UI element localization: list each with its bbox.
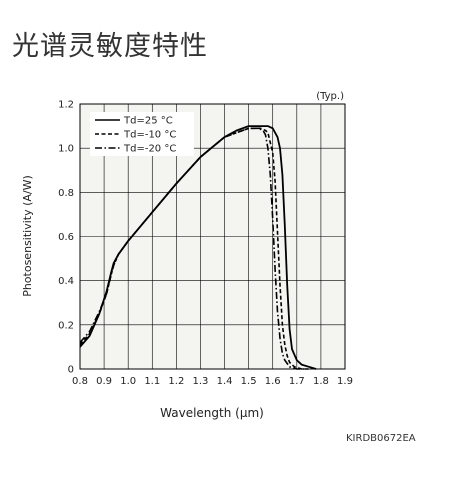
x-tick-labels: 0.8 0.9 1.0 1.1 1.2 1.3 1.4 1.5 1.6 1.7 1.8 1.9 — [72, 376, 353, 387]
x-tick-label: 1.3 — [193, 376, 209, 387]
x-tick-label: 1.2 — [168, 376, 184, 387]
legend-label: Td=-10 °C — [123, 130, 176, 141]
legend: Td=25 °C Td=-10 °C Td=-20 °C — [90, 112, 194, 156]
x-tick-label: 1.8 — [313, 376, 329, 387]
y-axis-label: Photosensitivity (A/W) — [21, 175, 34, 297]
y-tick-labels: 0 0.2 0.4 0.6 0.8 1.0 1.2 — [58, 100, 74, 376]
chart-note: (Typ.) — [316, 91, 344, 102]
x-tick-label: 1.9 — [337, 376, 353, 387]
x-tick-label: 1.5 — [241, 376, 257, 387]
legend-label: Td=25 °C — [123, 116, 173, 127]
y-tick-label: 0.8 — [58, 188, 74, 199]
series-group — [79, 125, 317, 370]
y-tick-label: 0.6 — [58, 232, 74, 243]
x-tick-label: 1.4 — [217, 376, 233, 387]
legend-label: Td=-20 °C — [123, 144, 176, 155]
x-tick-label: 1.6 — [265, 376, 281, 387]
y-tick-label: 1.2 — [58, 100, 74, 111]
y-tick-label: 0 — [68, 365, 74, 376]
y-tick-label: 0.4 — [58, 276, 74, 287]
plot-frame — [79, 103, 346, 370]
y-tick-label: 0.2 — [58, 320, 74, 331]
y-tick-label: 1.0 — [58, 144, 74, 155]
figure-code: KIRDB0672EA — [346, 433, 416, 444]
x-tick-label: 1.0 — [120, 376, 136, 387]
series-line-3 — [79, 127, 304, 370]
x-tick-label: 1.1 — [144, 376, 160, 387]
x-tick-label: 0.8 — [72, 376, 88, 387]
x-tick-label: 0.9 — [96, 376, 112, 387]
page-title: 光谱灵敏度特性 — [12, 31, 208, 62]
x-tick-label: 1.7 — [289, 376, 305, 387]
x-axis-label: Wavelength (μm) — [160, 406, 264, 420]
